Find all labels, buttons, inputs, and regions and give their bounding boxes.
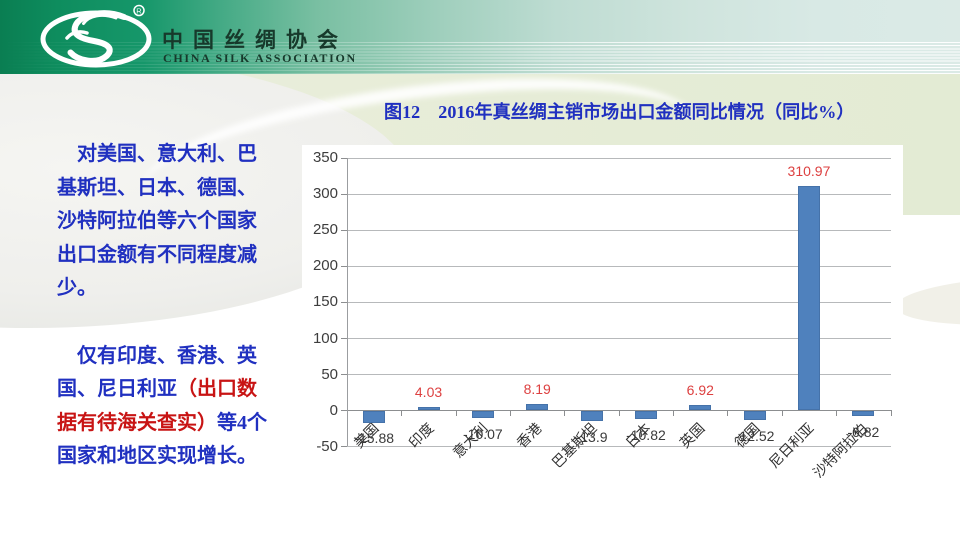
commentary-text: 对美国、意大利、巴基斯坦、日本、德国、沙特阿拉伯等六个国家出口金额有不同程度减少…	[57, 138, 272, 474]
bar-沙特阿拉伯	[852, 411, 875, 417]
category-axis-tick	[401, 410, 403, 417]
gridline--50	[347, 446, 891, 448]
y-axis-label: 200	[312, 257, 338, 275]
y-axis-line	[347, 157, 348, 447]
y-axis-tick	[341, 374, 347, 376]
category-label: 印度	[406, 421, 437, 452]
silk-association-logo-icon: R	[40, 4, 152, 68]
bar-德国	[743, 411, 766, 421]
y-axis-tick	[341, 229, 347, 231]
category-axis-tick	[673, 410, 675, 417]
y-axis-tick	[341, 193, 347, 195]
bar-日本	[634, 411, 657, 419]
category-label: 香港	[515, 421, 546, 452]
bar-香港	[526, 404, 549, 411]
y-axis-label: -50	[316, 437, 338, 455]
category-axis-tick	[618, 410, 620, 417]
value-label: -12.52	[734, 427, 775, 444]
value-label: 6.92	[686, 382, 714, 399]
y-axis-label: 50	[321, 365, 338, 383]
gridline-150	[347, 301, 891, 303]
commentary-paragraph-2-lead: 仅有印度、香港、英国、尼日利亚	[57, 344, 257, 401]
gridline-350	[347, 157, 891, 159]
y-axis-tick	[341, 265, 347, 267]
bar-巴基斯坦	[580, 411, 603, 422]
bar-英国	[689, 405, 712, 411]
y-axis-tick	[341, 410, 347, 412]
y-axis-tick	[341, 338, 347, 339]
y-axis-label: 0	[329, 401, 338, 419]
gridline-250	[347, 229, 891, 231]
bar-美国	[363, 411, 386, 423]
bar-chart: 350 300 250 200 150 100 50 0 -50 美国 印度 意大利 香港 巴基斯坦 日本英…	[302, 145, 903, 505]
category-axis-tick	[836, 410, 838, 417]
gridline-100	[347, 338, 891, 339]
gridline-200	[347, 265, 891, 267]
header-banner: R 中国丝绸协会 CHINA SILK ASSOCIATION	[0, 0, 960, 74]
value-label: -13.9	[575, 428, 608, 445]
value-label: 310.97	[787, 162, 831, 179]
header-stripes	[0, 40, 960, 74]
bar-尼日利亚	[797, 185, 820, 411]
category-axis-tick	[455, 410, 457, 417]
value-label: -6.82	[847, 423, 880, 440]
value-label: -10.07	[463, 425, 503, 442]
y-axis-label: 300	[312, 185, 338, 203]
category-axis-tick	[890, 410, 892, 417]
category-axis-tick	[781, 410, 783, 417]
category-axis-tick	[727, 410, 729, 417]
commentary-red-note: （出口数据有待海关查实）	[57, 378, 257, 434]
category-label: 英国	[678, 421, 709, 452]
commentary-paragraph-2-tail: 等4个国家和地区实现增长。	[57, 411, 267, 468]
y-axis-label: 150	[312, 293, 338, 311]
background-swoosh-right	[894, 272, 960, 330]
org-name-chinese: 中国丝绸协会	[162, 28, 348, 52]
y-axis-label: 250	[312, 221, 338, 239]
bar-印度	[417, 407, 440, 411]
y-axis-label: 350	[312, 149, 338, 166]
value-label: 8.19	[523, 381, 551, 398]
category-axis-tick	[510, 410, 512, 417]
gridline-300	[347, 193, 891, 195]
y-axis-tick	[341, 301, 347, 303]
value-label: -15.88	[354, 430, 395, 447]
org-name-english: CHINA SILK ASSOCIATION	[163, 50, 357, 65]
y-axis-label: 100	[312, 329, 338, 347]
chart-title: 图12 2016年真丝绸主销市场出口金额同比情况（同比%）	[384, 102, 855, 122]
value-label: -10.82	[626, 426, 666, 443]
registered-mark-icon: R	[136, 7, 142, 16]
y-axis-tick	[341, 446, 347, 448]
gridline-50	[347, 374, 891, 376]
category-axis-tick	[564, 410, 566, 417]
commentary-paragraph-1: 对美国、意大利、巴基斯坦、日本、德国、沙特阿拉伯等六个国家出口金额有不同程度减少…	[57, 143, 257, 300]
y-axis-tick	[341, 157, 347, 159]
bar-意大利	[471, 411, 494, 419]
value-label: 4.03	[414, 384, 443, 401]
commentary-paragraph-2: 仅有印度、香港、英国、尼日利亚（出口数据有待海关查实）等4个国家和地区实现增长。	[57, 340, 272, 474]
